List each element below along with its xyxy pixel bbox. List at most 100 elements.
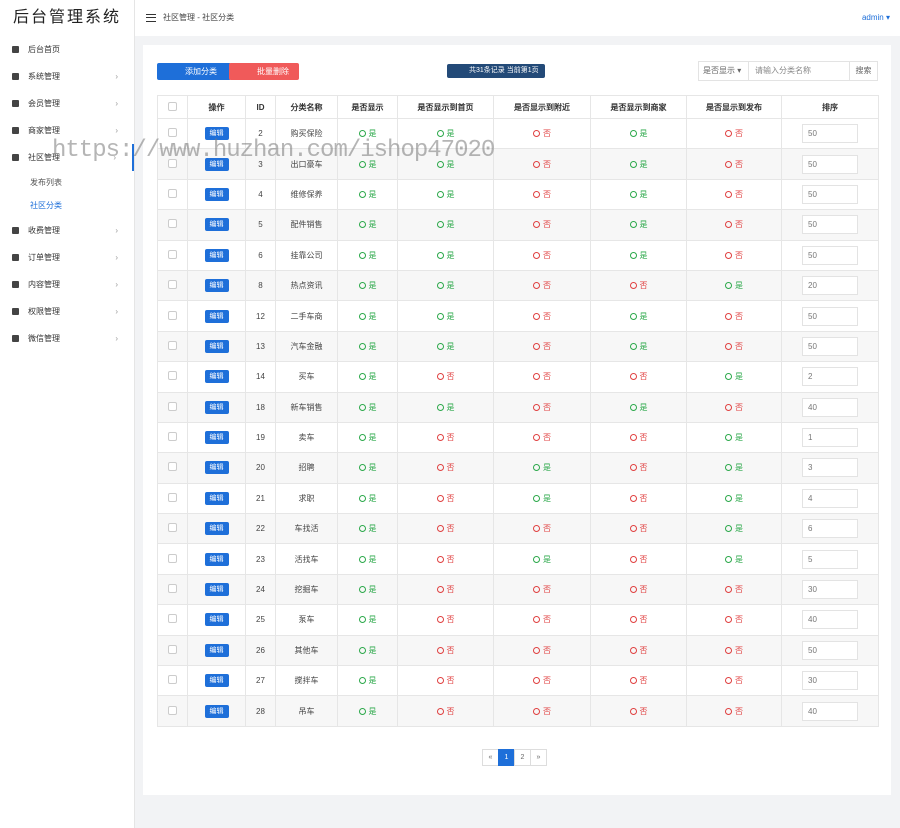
edit-button[interactable]: 编辑 — [204, 187, 229, 201]
status-text: 是 — [368, 645, 377, 655]
sort-input[interactable]: 50 — [802, 184, 858, 204]
sort-input[interactable]: 3 — [802, 458, 858, 478]
sort-input[interactable]: 20 — [802, 276, 858, 296]
row-checkbox[interactable] — [168, 371, 177, 381]
sort-input[interactable]: 50 — [802, 640, 858, 660]
add-button[interactable]: 添加分类 — [157, 63, 231, 80]
menu-toggle[interactable] — [146, 14, 156, 22]
row-checkbox[interactable] — [168, 644, 177, 654]
sort-input[interactable]: 40 — [802, 397, 858, 417]
menu-item[interactable]: 微信管理 — [0, 325, 134, 352]
row-checkbox[interactable] — [168, 401, 177, 411]
menu-item[interactable]: 系统管理 — [0, 63, 134, 90]
sort-input[interactable]: 40 — [802, 610, 858, 630]
sort-input[interactable]: 30 — [802, 671, 858, 691]
row-checkbox[interactable] — [168, 614, 177, 624]
row-checkbox[interactable] — [168, 219, 177, 229]
edit-button[interactable]: 编辑 — [204, 522, 229, 536]
row-checkbox[interactable] — [168, 158, 177, 168]
sort-input[interactable]: 50 — [802, 124, 858, 144]
menu-item[interactable]: 会员管理 — [0, 90, 134, 117]
cell — [157, 300, 188, 332]
row-checkbox[interactable] — [168, 340, 177, 350]
row-checkbox[interactable] — [168, 553, 177, 563]
sort-input[interactable]: 1 — [802, 428, 858, 448]
row-checkbox[interactable] — [168, 432, 177, 442]
sort-input[interactable]: 50 — [802, 245, 858, 265]
edit-button[interactable]: 编辑 — [204, 127, 229, 141]
status-cell: 是 — [590, 330, 687, 363]
edit-button[interactable]: 编辑 — [204, 218, 229, 232]
submenu-item[interactable]: 发布列表 — [30, 178, 62, 187]
edit-button[interactable]: 编辑 — [204, 552, 229, 566]
sort-input[interactable]: 6 — [802, 519, 858, 539]
status-cell: 否 — [590, 421, 687, 454]
status-text: 否 — [735, 402, 743, 412]
row-checkbox[interactable] — [168, 523, 177, 533]
status-text: 否 — [446, 706, 455, 716]
menu-item[interactable]: 内容管理 — [0, 271, 134, 298]
edit-button[interactable]: 编辑 — [204, 704, 229, 718]
user-menu[interactable]: admin ▾ — [861, 13, 890, 22]
menu-item[interactable]: 订单管理 — [0, 244, 134, 271]
edit-button[interactable]: 编辑 — [204, 400, 229, 414]
sort-input[interactable]: 50 — [802, 306, 858, 326]
page-link[interactable]: « — [482, 749, 499, 766]
sort-input[interactable]: 5 — [802, 549, 858, 569]
search-button[interactable]: 搜索 — [849, 62, 877, 80]
table-row: 编辑 20 招聘 是 否 是 否 是 3 — [157, 452, 879, 484]
row-checkbox[interactable] — [168, 310, 177, 320]
edit-button[interactable]: 编辑 — [204, 431, 229, 445]
sort-input[interactable]: 50 — [802, 336, 858, 356]
menu-item[interactable]: 权限管理 — [0, 298, 134, 325]
edit-button[interactable]: 编辑 — [204, 674, 229, 688]
status-cell: 否 — [590, 513, 687, 545]
row-checkbox[interactable] — [168, 249, 177, 259]
edit-button[interactable]: 编辑 — [204, 370, 229, 384]
edit-button[interactable]: 编辑 — [204, 339, 229, 353]
sort-input[interactable]: 40 — [802, 701, 858, 721]
row-checkbox[interactable] — [168, 462, 177, 472]
search-input[interactable]: 请输入分类名称 — [749, 62, 849, 80]
select-all[interactable] — [168, 101, 177, 111]
sort-input[interactable]: 50 — [802, 154, 858, 174]
menu-item[interactable]: 收费管理 — [0, 217, 134, 244]
row-checkbox[interactable] — [168, 280, 177, 290]
sort-input[interactable]: 4 — [802, 488, 858, 508]
add-label: 添加分类 — [185, 67, 217, 76]
sort-input[interactable]: 50 — [802, 215, 858, 235]
row-checkbox[interactable] — [168, 188, 177, 198]
cell: 30 — [781, 665, 879, 697]
edit-button[interactable]: 编辑 — [204, 279, 229, 293]
row-checkbox[interactable] — [168, 492, 177, 502]
sort-input[interactable]: 2 — [802, 367, 858, 387]
row-checkbox[interactable] — [168, 675, 177, 685]
edit-button[interactable]: 编辑 — [204, 309, 229, 323]
header-cell: 是否显示到首页 — [397, 95, 494, 119]
page-link[interactable]: 1 — [498, 749, 515, 766]
show-select[interactable]: 是否显示 ▾ — [699, 62, 749, 80]
status-icon — [358, 312, 366, 320]
menu-item[interactable]: 商家管理 — [0, 117, 134, 144]
name-cell: 热点资讯 — [275, 269, 338, 302]
sort-input[interactable]: 30 — [802, 580, 858, 600]
page-link[interactable]: » — [530, 749, 547, 766]
menu-item[interactable]: 社区管理 — [0, 144, 134, 171]
edit-button[interactable]: 编辑 — [204, 583, 229, 597]
edit-button[interactable]: 编辑 — [204, 491, 229, 505]
status-text: 是 — [639, 402, 648, 412]
edit-button[interactable]: 编辑 — [204, 461, 229, 475]
status-icon — [358, 403, 366, 411]
edit-button[interactable]: 编辑 — [204, 248, 229, 262]
row-checkbox[interactable] — [168, 128, 177, 138]
submenu-item[interactable]: 社区分类 — [30, 201, 62, 210]
edit-button[interactable]: 编辑 — [204, 157, 229, 171]
page-link[interactable]: 2 — [514, 749, 531, 766]
edit-button[interactable]: 编辑 — [204, 643, 229, 657]
row-checkbox[interactable] — [168, 705, 177, 715]
status-cell: 是 — [337, 117, 398, 150]
delete-button[interactable]: 批量删除 — [229, 63, 299, 80]
row-checkbox[interactable] — [168, 584, 177, 594]
edit-button[interactable]: 编辑 — [204, 613, 229, 627]
menu-item[interactable]: 后台首页 — [0, 36, 134, 63]
